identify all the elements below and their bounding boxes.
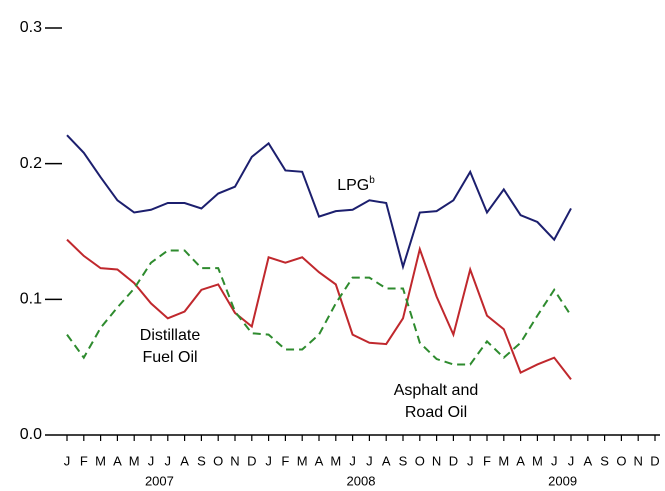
series-label-line: Fuel Oil [142, 349, 197, 366]
x-tick-label: J [349, 453, 356, 468]
series-label-line: Asphalt and [394, 382, 479, 399]
x-tick-label: J [64, 453, 71, 468]
series-label: Distillate Fuel Oil [140, 327, 201, 366]
x-tick-label: F [80, 453, 88, 468]
x-tick-label: S [399, 453, 408, 468]
x-tick-label: D [650, 453, 659, 468]
y-tick-label: 0.1 [20, 291, 42, 308]
x-tick-label: J [148, 453, 155, 468]
x-tick-label: D [247, 453, 256, 468]
year-label: 2007 [145, 473, 174, 488]
x-tick-label: J [467, 453, 474, 468]
series-label: Asphalt and Road Oil [394, 382, 479, 421]
y-tick-label: 0.3 [20, 19, 42, 36]
y-tick-label: 0.0 [20, 426, 42, 443]
series-label-line: Road Oil [405, 404, 467, 421]
x-tick-label: S [197, 453, 206, 468]
x-tick-label: D [449, 453, 458, 468]
line-series [66, 249, 572, 366]
x-tick-label: J [366, 453, 373, 468]
footnote-mark: b [369, 175, 375, 186]
x-tick-label: O [415, 453, 425, 468]
x-tick-label: A [180, 453, 189, 468]
x-tick-label: M [532, 453, 543, 468]
x-tick-label: J [265, 453, 272, 468]
x-tick-label: A [113, 453, 122, 468]
x-tick-label: O [213, 453, 223, 468]
x-tick-label: M [330, 453, 341, 468]
x-tick-label: O [616, 453, 626, 468]
line-series [66, 238, 572, 380]
year-label: 2008 [347, 473, 376, 488]
line-series [66, 134, 572, 271]
x-tick-label: M [297, 453, 308, 468]
x-tick-label: M [129, 453, 140, 468]
x-tick-label: J [568, 453, 575, 468]
series-label: LPGb [337, 175, 375, 195]
x-tick-label: A [516, 453, 525, 468]
x-tick-label: F [281, 453, 289, 468]
x-tick-label: A [315, 453, 324, 468]
y-tick-label: 0.2 [20, 155, 42, 172]
series-label-line: LPG [337, 177, 369, 194]
x-tick-label: M [498, 453, 509, 468]
x-tick-label: S [600, 453, 609, 468]
x-tick-label: N [432, 453, 441, 468]
x-tick-label: M [95, 453, 106, 468]
x-tick-label: N [230, 453, 239, 468]
x-tick-label: F [483, 453, 491, 468]
x-tick-label: N [634, 453, 643, 468]
x-tick-label: A [583, 453, 592, 468]
series-label-line: Distillate [140, 327, 201, 344]
year-label: 2009 [548, 473, 577, 488]
x-tick-label: A [382, 453, 391, 468]
x-tick-label: J [165, 453, 172, 468]
x-tick-label: J [551, 453, 558, 468]
